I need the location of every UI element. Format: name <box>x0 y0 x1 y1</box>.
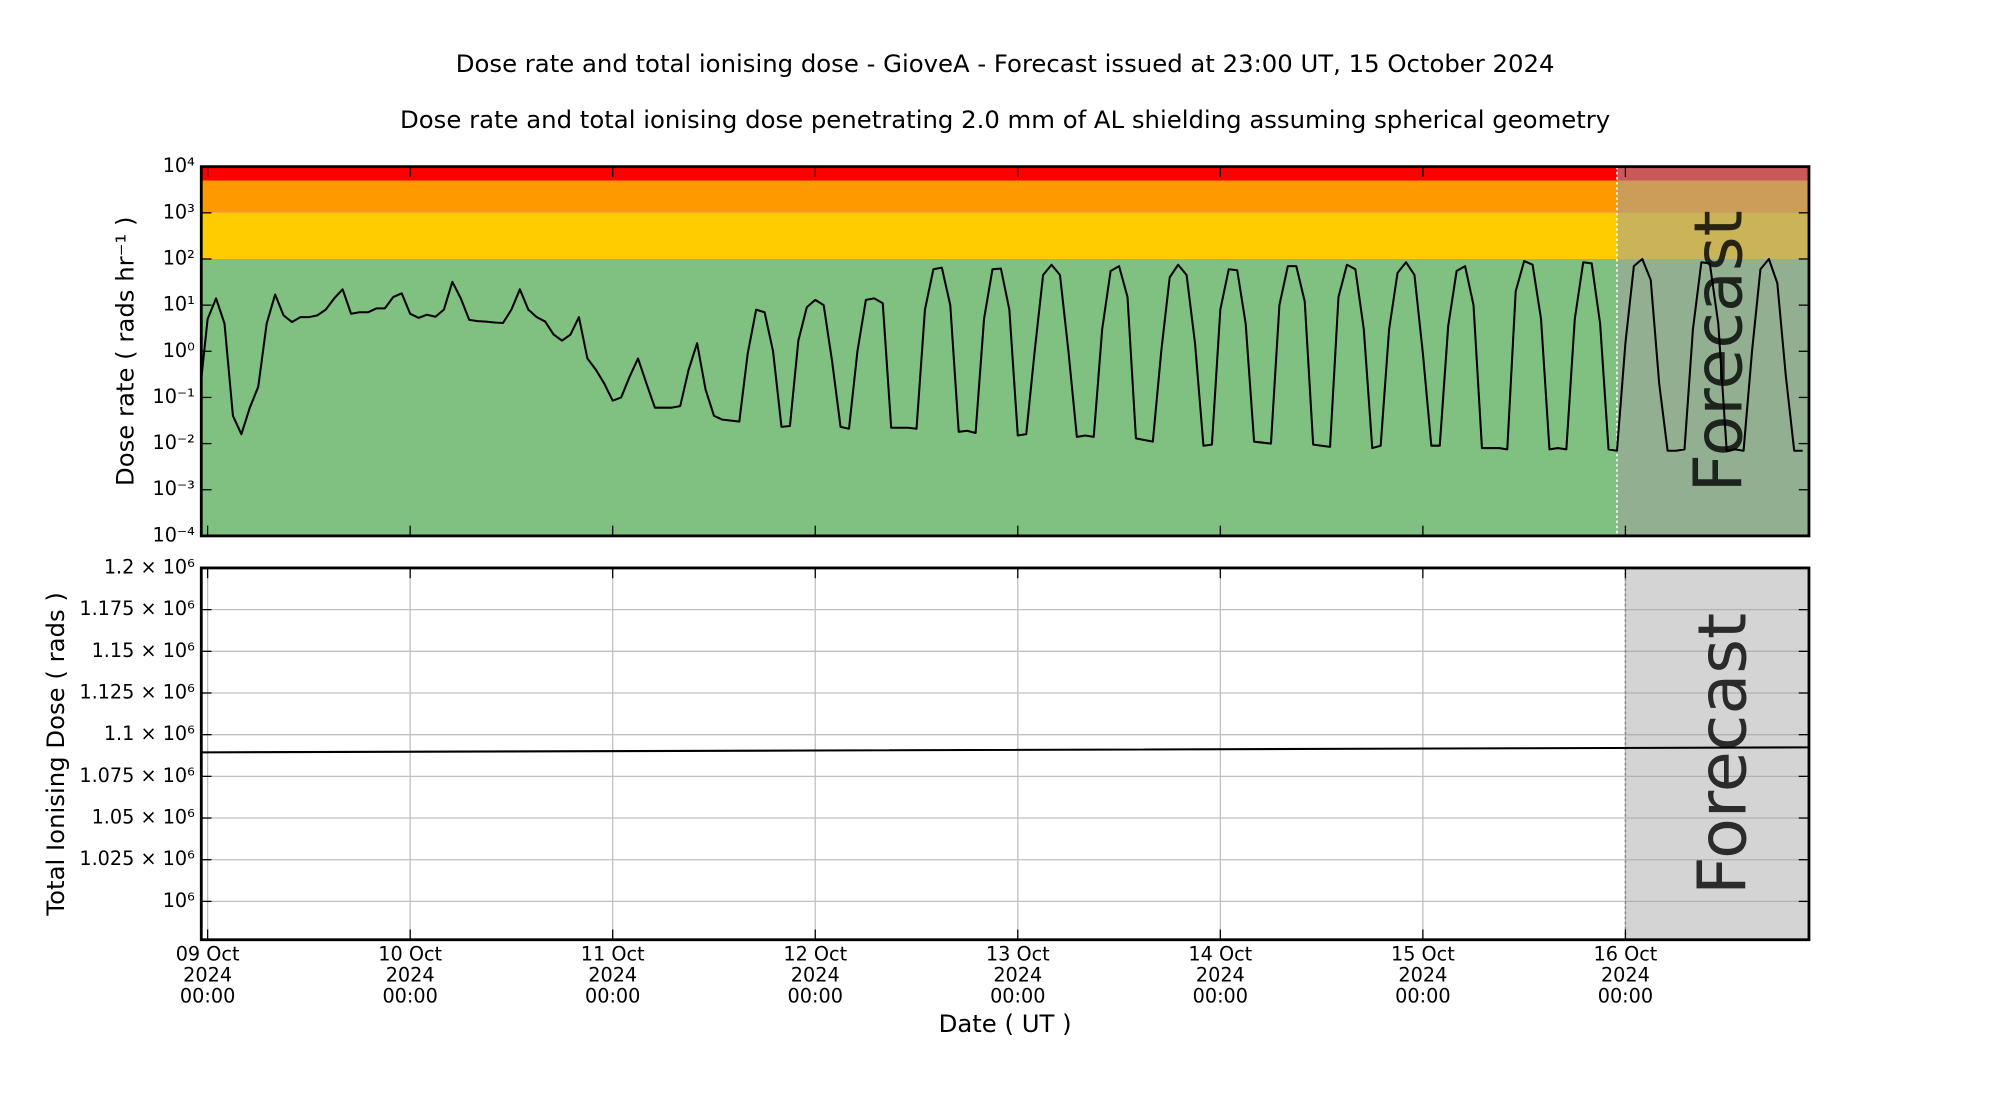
plot-background <box>201 567 1809 940</box>
label-line: 14 Oct <box>1188 942 1252 965</box>
x-tick-label: 16 Oct 2024 00:00 <box>1594 942 1658 1007</box>
y-tick-label: 10⁻⁴ <box>153 523 196 546</box>
y-tick-label: 10³ <box>163 200 195 223</box>
x-tick-label: 12 Oct 2024 00:00 <box>783 942 847 1007</box>
label-line: 2024 <box>588 963 637 986</box>
data-line <box>201 746 1809 754</box>
y-tick-label: 1.1 × 10⁶ <box>104 722 195 745</box>
label-line: 12 Oct <box>783 942 847 965</box>
label-line: 00:00 <box>180 985 235 1008</box>
label-line: 09 Oct <box>176 942 240 965</box>
label-line: 2024 <box>1196 963 1245 986</box>
label-line: 00:00 <box>1598 985 1653 1008</box>
threshold-band <box>201 212 1809 259</box>
y-tick-label: 1.15 × 10⁶ <box>92 639 196 662</box>
label-line: 15 Oct <box>1391 942 1455 965</box>
y-tick-label: 1.2 × 10⁶ <box>104 555 195 578</box>
label-line: 00:00 <box>585 985 640 1008</box>
y-tick-label: 1.125 × 10⁶ <box>79 680 195 703</box>
label-line: 00:00 <box>788 985 843 1008</box>
y-axis-label: Total Ionising Dose ( rads ) <box>41 592 70 917</box>
forecast-region <box>1616 166 1809 536</box>
label-line: 00:00 <box>1395 985 1450 1008</box>
x-tick-label: 13 Oct 2024 00:00 <box>986 942 1050 1007</box>
x-axis-label: Date ( UT ) <box>939 1009 1072 1038</box>
data-line <box>201 257 1803 452</box>
y-tick-label: 1.05 × 10⁶ <box>92 806 196 829</box>
label-line: 2024 <box>791 963 840 986</box>
y-tick-label: 1.175 × 10⁶ <box>79 597 195 620</box>
label-line: 2024 <box>993 963 1042 986</box>
forecast-label: Forecast <box>1679 210 1757 492</box>
threshold-band <box>201 166 1809 181</box>
y-tick-label: 10² <box>163 246 195 269</box>
label-line: 2024 <box>1601 963 1650 986</box>
plot-area <box>201 567 1809 940</box>
y-tick-label: 10⁻² <box>153 431 195 454</box>
y-tick-label: 10⁴ <box>163 154 195 177</box>
plot-area <box>201 166 1809 536</box>
label-line: 13 Oct <box>986 942 1050 965</box>
x-tick-label: 14 Oct 2024 00:00 <box>1188 942 1252 1007</box>
x-tick-label: 10 Oct 2024 00:00 <box>378 942 442 1007</box>
y-tick-label: 10⁻³ <box>153 477 195 500</box>
label-line: 2024 <box>1398 963 1447 986</box>
label-line: 11 Oct <box>581 942 645 965</box>
chart-title: Dose rate and total ionising dose - Giov… <box>456 49 1555 78</box>
x-tick-label: 09 Oct 2024 00:00 <box>176 942 240 1007</box>
y-tick-label: 10⁰ <box>163 339 195 362</box>
y-tick-label: 10⁻¹ <box>153 385 195 408</box>
label-line: 00:00 <box>990 985 1045 1008</box>
plot-frame <box>199 566 1811 942</box>
forecast-region <box>1625 567 1809 940</box>
x-tick-label: 11 Oct 2024 00:00 <box>581 942 645 1007</box>
y-tick-label: 10⁶ <box>163 889 195 912</box>
label-line: 00:00 <box>382 985 437 1008</box>
x-tick-label: 15 Oct 2024 00:00 <box>1391 942 1455 1007</box>
y-tick-label: 10¹ <box>163 293 195 316</box>
label-line: 00:00 <box>1193 985 1248 1008</box>
label-line: 2024 <box>386 963 435 986</box>
threshold-band <box>201 180 1809 213</box>
y-tick-label: 1.025 × 10⁶ <box>79 847 195 870</box>
label-line: 2024 <box>183 963 232 986</box>
forecast-label: Forecast <box>1684 613 1762 895</box>
y-axis-label: Dose rate ( rads hr⁻¹ ) <box>110 217 139 487</box>
label-line: 16 Oct <box>1594 942 1658 965</box>
chart-subtitle: Dose rate and total ionising dose penetr… <box>400 105 1610 134</box>
label-line: 10 Oct <box>378 942 442 965</box>
threshold-band <box>201 258 1809 536</box>
y-tick-label: 1.075 × 10⁶ <box>79 764 195 787</box>
